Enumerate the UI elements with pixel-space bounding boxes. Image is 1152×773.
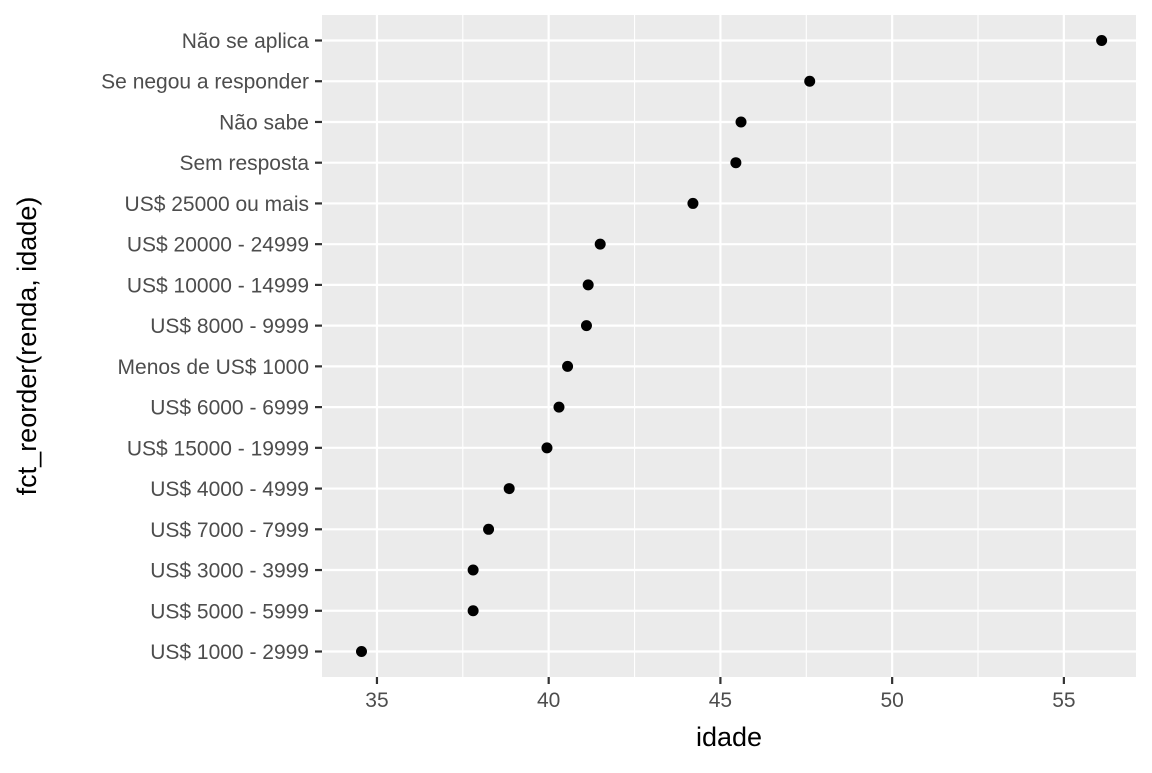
data-point [355,646,367,657]
data-point [483,523,495,535]
data-point [730,157,742,169]
data-point [1096,35,1108,46]
y-axis: Não se aplica Se negou a responder Não sab… [101,30,322,664]
y-tick-label: US$ 6000 - 6999 [150,397,309,420]
data-point [467,564,479,576]
grid-major [322,15,1136,677]
data-points [355,35,1108,657]
x-tick-label: 40 [537,689,560,712]
y-tick-label: US$ 25000 ou mais [125,193,309,216]
y-tick-label: US$ 5000 - 5999 [150,600,309,623]
x-tick-label: 55 [1052,689,1075,712]
data-point [580,320,592,332]
data-point [582,279,594,291]
y-tick-label: US$ 1000 - 2999 [150,641,309,664]
y-tick-label: Não sabe [219,111,309,134]
data-point [541,442,553,454]
y-tick-label: US$ 15000 - 19999 [127,437,309,460]
y-tick-label: US$ 3000 - 3999 [150,560,309,583]
y-tick-label: Menos de US$ 1000 [118,356,309,379]
y-tick-label: US$ 8000 - 9999 [150,315,309,338]
data-point [687,197,699,209]
data-point [735,116,747,128]
data-point [467,605,479,617]
data-point [594,238,606,250]
data-point [553,401,565,413]
data-point [503,483,515,495]
x-tick-label: 35 [365,689,388,712]
data-point [562,360,574,372]
y-axis-title: fct_reorder(renda, idade) [12,197,42,496]
y-tick-label: US$ 10000 - 14999 [127,274,309,297]
y-tick-label: Sem resposta [179,152,309,175]
x-tick-label: 50 [880,689,903,712]
y-tick-label: Não se aplica [182,30,310,53]
x-tick-label: 45 [709,689,732,712]
plot-panel [322,15,1136,677]
grid-minor [462,15,979,677]
x-axis-title: idade [696,722,762,752]
y-tick-label: Se negou a responder [101,71,309,94]
x-axis: 35 40 45 50 55 [365,677,1076,712]
y-tick-label: US$ 20000 - 24999 [127,234,309,257]
data-point [804,75,816,87]
y-tick-label: US$ 7000 - 7999 [150,519,309,542]
y-tick-label: US$ 4000 - 4999 [150,478,309,501]
